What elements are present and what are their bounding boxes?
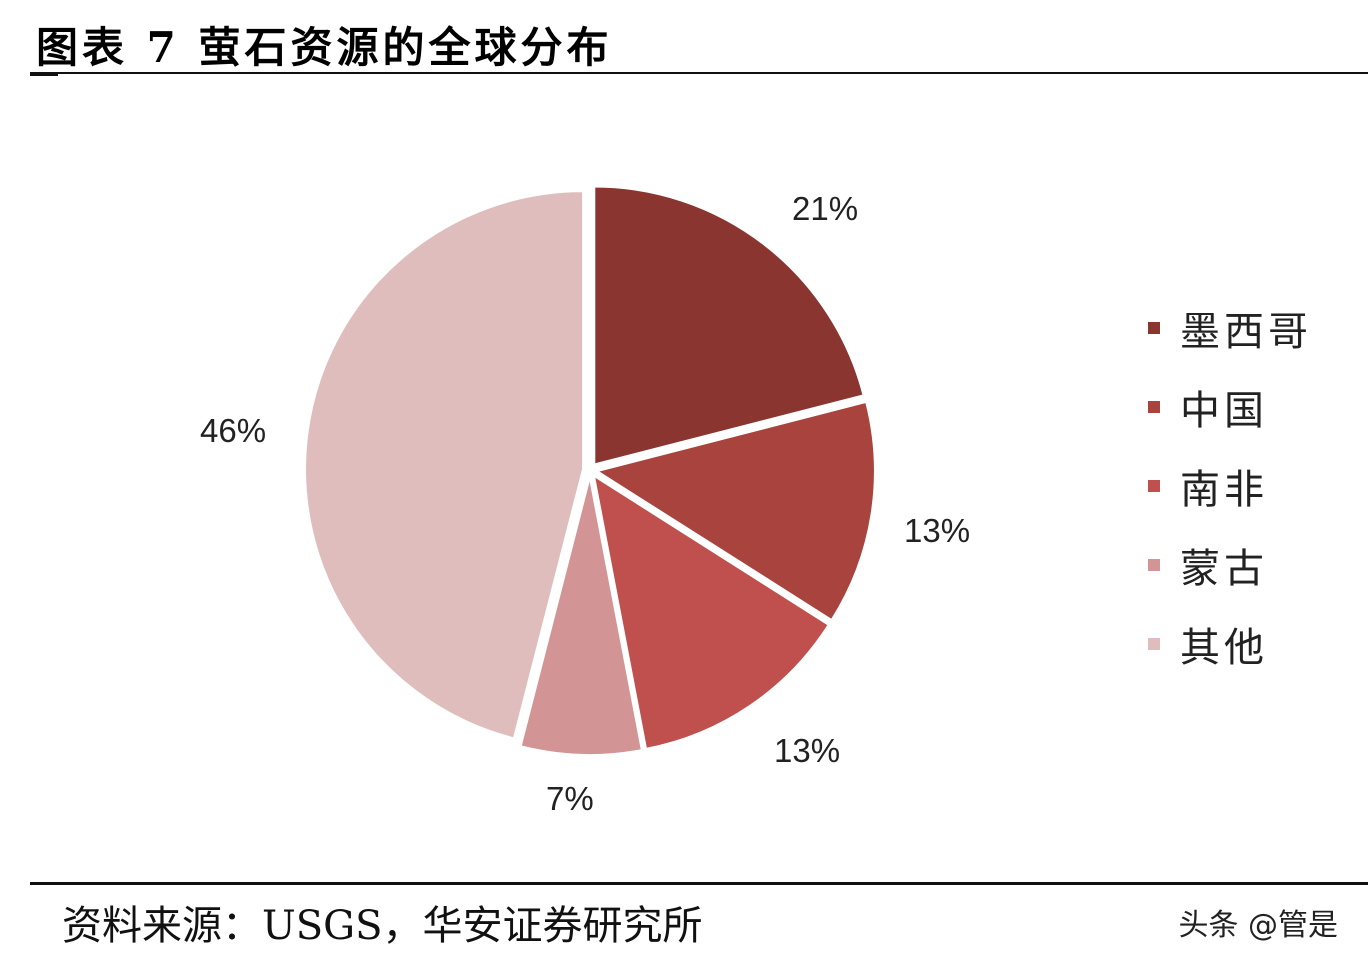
legend-item-mexico: 墨西哥: [1148, 288, 1312, 367]
label-mongolia: 7%: [546, 780, 594, 817]
legend-swatch-icon: [1148, 558, 1160, 571]
source-note: 资料来源：USGS，华安证券研究所: [62, 903, 703, 949]
legend-item-others: 其他: [1148, 604, 1312, 683]
pie-slice: [304, 190, 585, 740]
label-china: 13%: [904, 512, 971, 549]
legend-item-china: 中国: [1148, 367, 1312, 446]
chart-title: 图表 7 萤石资源的全球分布: [36, 23, 613, 72]
pie-slice: [519, 476, 644, 756]
legend-label: 其他: [1180, 624, 1268, 671]
legend-label: 南非: [1180, 466, 1268, 513]
top-divider: [30, 72, 1368, 74]
legend-label: 蒙古: [1180, 545, 1268, 592]
label-others: 46%: [200, 412, 267, 449]
legend: 墨西哥 中国 南非 蒙古 其他: [1148, 288, 1312, 683]
label-mexico: 21%: [792, 190, 859, 227]
legend-item-mongolia: 蒙古: [1148, 525, 1312, 604]
legend-swatch-icon: [1148, 479, 1160, 492]
legend-swatch-icon: [1148, 637, 1160, 650]
label-south-africa: 13%: [774, 732, 841, 769]
legend-swatch-icon: [1148, 400, 1160, 413]
pie-slice: [594, 400, 876, 622]
legend-swatch-icon: [1148, 321, 1160, 334]
pie-slice: [592, 473, 831, 751]
pie-slice: [593, 185, 865, 466]
legend-label: 墨西哥: [1180, 308, 1312, 355]
legend-label: 中国: [1180, 387, 1268, 434]
watermark: 头条 @管是: [1178, 908, 1338, 943]
legend-item-south-africa: 南非: [1148, 446, 1312, 525]
top-divider-accent: [30, 72, 58, 76]
bottom-divider: [30, 882, 1368, 885]
